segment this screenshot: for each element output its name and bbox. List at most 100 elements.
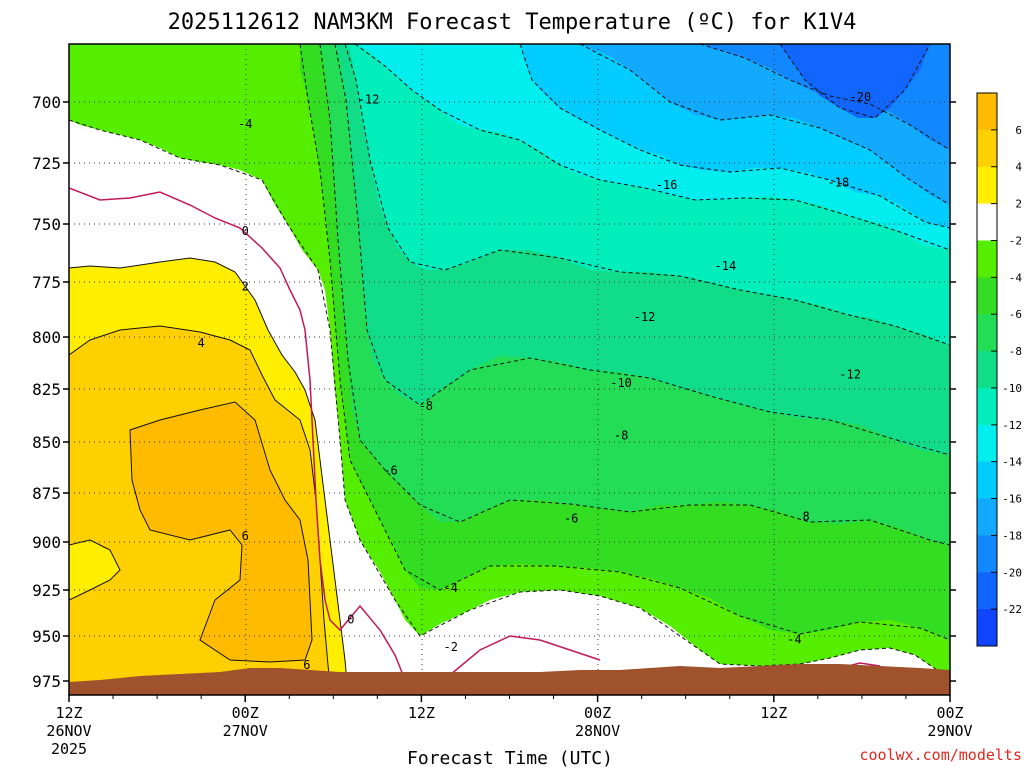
contour-label: -20 <box>850 90 872 104</box>
gridlines <box>69 44 950 695</box>
colorbar-swatch <box>977 498 997 536</box>
contour-plus4 <box>69 325 332 695</box>
contour-label: -12 <box>358 93 380 107</box>
y-tick-label: 725 <box>32 154 61 173</box>
colorbar-label: -20 <box>1002 566 1022 579</box>
colorbar-frame <box>976 92 998 647</box>
contour-label: 2 <box>242 279 249 293</box>
colorbar-label: -14 <box>1002 456 1022 469</box>
colorbar-swatch <box>977 424 997 463</box>
colorbar-label: 2 <box>1015 198 1022 211</box>
y-tick-label: 975 <box>32 672 61 691</box>
contour-label: -6 <box>564 511 578 525</box>
contour-label: -10 <box>610 376 632 390</box>
contour-plus2 <box>69 257 349 695</box>
colorbar-swatch <box>977 203 997 241</box>
contour-label: -14 <box>715 259 737 273</box>
contour-minus6 <box>319 44 950 546</box>
contour-minus2 <box>69 119 941 673</box>
y-tick-label: 775 <box>32 273 61 292</box>
x-tick-label: 2025 <box>51 740 87 758</box>
x-tick-label: 12Z <box>760 704 787 722</box>
contour-minus12 <box>354 44 950 251</box>
y-tick-label: 800 <box>32 328 61 347</box>
y-tick-label: 750 <box>32 215 61 234</box>
x-tick-label: 12Z <box>55 704 82 722</box>
contour-label: -6 <box>383 464 397 478</box>
chart-title: 2025112612 NAM3KM Forecast Temperature (… <box>168 10 857 35</box>
colorbar-label: 4 <box>1015 161 1022 174</box>
colorbar-swatch <box>977 387 997 426</box>
colorbar-swatch <box>977 461 997 500</box>
colorbar-swatch <box>977 314 997 352</box>
colorbar-label: -2 <box>1009 234 1022 247</box>
contour-label: -4 <box>444 581 458 595</box>
contour-label: 6 <box>303 658 310 672</box>
contour-minus4 <box>299 44 950 641</box>
contour-plus6 <box>129 401 313 663</box>
contour-minus20 <box>779 44 931 119</box>
x-axis-label: Forecast Time (UTC) <box>407 748 613 768</box>
x-tick-label: 29NOV <box>927 722 972 740</box>
contour-label: -8 <box>419 399 433 413</box>
contour-label: 4 <box>198 336 205 350</box>
colorbar-swatch <box>977 93 997 131</box>
colorbar: 6 4 2 -2 -4 -6 -8 -10 -12 -14 -16 -18 -20 -22 <box>976 92 1023 647</box>
colorbar-label: -10 <box>1002 382 1022 395</box>
contour-minus10 <box>344 44 950 346</box>
contour-label: -2 <box>444 640 458 654</box>
colorbar-swatch <box>977 572 997 610</box>
contour-zero <box>69 187 406 681</box>
y-tick-label: 950 <box>32 627 61 646</box>
contour-label: -4 <box>238 117 252 131</box>
colorbar-label: -12 <box>1002 419 1022 432</box>
x-tick-label: 00Z <box>584 704 611 722</box>
contour-label: 6 <box>242 529 249 543</box>
contour-label: 8 <box>802 510 809 524</box>
plot-area: -4 0 2 4 6 6 0 -12 -8 -6 -4 -2 -16 -14 -12 -10 -8 -6 8 -4 -2… <box>69 44 950 695</box>
contour-label: -12 <box>839 367 861 381</box>
contour-minus8 <box>334 44 950 456</box>
colorbar-swatch <box>977 166 997 205</box>
ground-terrain <box>69 664 950 695</box>
contour-minus14 <box>519 44 950 229</box>
y-tick-label: 825 <box>32 380 61 399</box>
colorbar-swatch <box>977 609 997 647</box>
colorbar-swatch <box>977 240 997 278</box>
contour-label: -4 <box>787 633 801 647</box>
x-tick-label: 26NOV <box>46 722 91 740</box>
contour-label: 0 <box>242 224 249 238</box>
y-tick-label: 850 <box>32 433 61 452</box>
colorbar-label: -8 <box>1009 345 1022 358</box>
x-tick-label: 28NOV <box>575 722 620 740</box>
colorbar-swatch <box>977 351 997 389</box>
credit-text: coolwx.com/modelts <box>859 746 1022 764</box>
contour-label: -8 <box>614 429 628 443</box>
x-tick-label: 00Z <box>232 704 259 722</box>
x-tick-label: 00Z <box>936 704 963 722</box>
region-minus22-to-minus20 <box>780 44 930 118</box>
colorbar-label: -16 <box>1002 493 1022 506</box>
x-tick-label: 27NOV <box>223 722 268 740</box>
colorbar-label: -4 <box>1009 271 1023 284</box>
colorbar-swatch <box>977 535 997 573</box>
colorbar-label: -22 <box>1002 603 1022 616</box>
contour-label: 0 <box>347 612 354 626</box>
colorbar-swatch <box>977 277 997 315</box>
contour-plus4-small <box>69 539 121 601</box>
contour-minus16 <box>579 44 950 206</box>
contour-minus18 <box>699 44 950 151</box>
y-tick-label: 900 <box>32 533 61 552</box>
contour-label: -12 <box>634 310 656 324</box>
y-tick-label: 875 <box>32 484 61 503</box>
contour-label: -18 <box>828 176 850 190</box>
y-tick-label: 700 <box>32 93 61 112</box>
colorbar-swatch <box>977 129 997 168</box>
colorbar-label: -18 <box>1002 529 1022 542</box>
colorbar-label: -6 <box>1009 308 1022 321</box>
x-tick-label: 12Z <box>408 704 435 722</box>
contour-label: -16 <box>656 178 678 192</box>
